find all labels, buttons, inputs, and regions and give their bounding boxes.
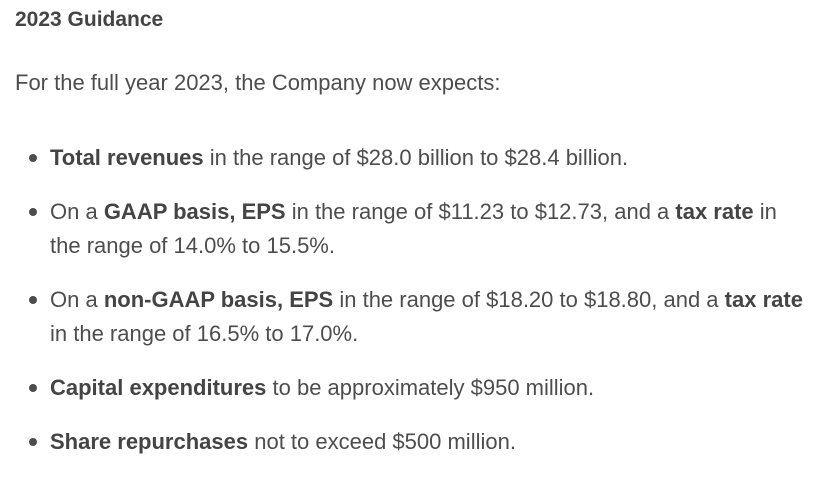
item-text: not to exceed $500 million. <box>248 429 516 454</box>
bullet-icon <box>29 296 37 304</box>
list-item-total-revenues: Total revenues in the range of $28.0 bil… <box>0 141 835 175</box>
list-item-non-gaap-eps: On a non-GAAP basis, EPS in the range of… <box>0 283 835 351</box>
bold-term: Capital expenditures <box>50 375 267 400</box>
list-item-capital-expenditures: Capital expenditures to be approximately… <box>0 371 835 405</box>
item-text: in the range of $18.20 to $18.80, and a <box>333 287 725 312</box>
guidance-list: Total revenues in the range of $28.0 bil… <box>0 141 835 479</box>
list-item-share-repurchases: Share repurchases not to exceed $500 mil… <box>0 425 835 459</box>
bold-term: GAAP basis, EPS <box>103 199 286 224</box>
bullet-icon <box>29 208 37 216</box>
bullet-icon <box>29 438 37 446</box>
item-text: in the range of $11.23 to $12.73, and a <box>285 199 676 224</box>
bold-term: Share repurchases <box>50 429 249 454</box>
bold-term: tax rate <box>675 199 754 224</box>
bold-term: tax rate <box>724 287 803 312</box>
list-item-gaap-eps: On a GAAP basis, EPS in the range of $11… <box>0 195 835 263</box>
item-text: in the range of 16.5% to 17.0%. <box>50 321 359 346</box>
bold-term: non-GAAP basis, EPS <box>103 287 334 312</box>
item-text: On a <box>50 199 104 224</box>
bold-term: Total revenues <box>50 145 204 170</box>
bullet-icon <box>29 384 37 392</box>
intro-paragraph: For the full year 2023, the Company now … <box>15 70 501 95</box>
item-text: On a <box>50 287 104 312</box>
bullet-icon <box>29 154 37 162</box>
guidance-document: 2023 Guidance For the full year 2023, th… <box>15 8 803 454</box>
item-text: in the range of 14.0% to 15.5%. <box>50 199 777 258</box>
section-heading: 2023 Guidance <box>15 8 164 31</box>
item-text: to be approximately $950 million. <box>266 375 595 400</box>
item-text: in the range of $28.0 billion to $28.4 b… <box>203 145 629 170</box>
